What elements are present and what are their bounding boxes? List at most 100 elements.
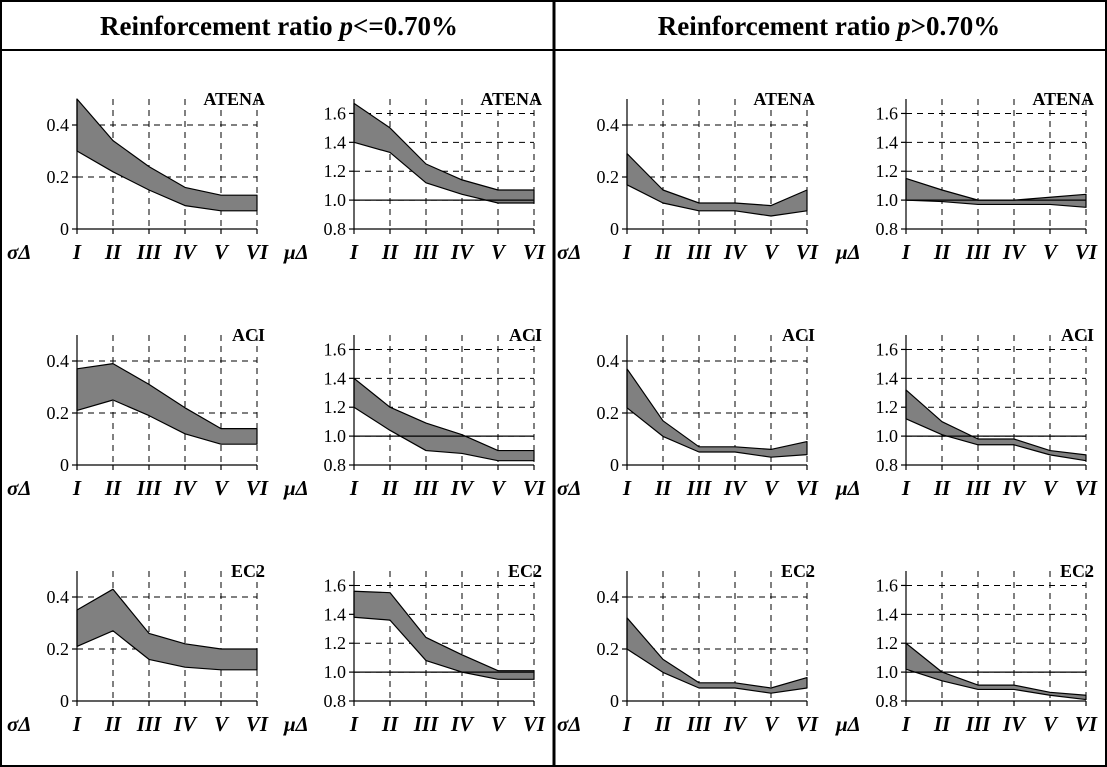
axis-symbol: μΔ: [283, 240, 309, 264]
y-tick-label: 0.8: [324, 455, 347, 475]
band-area: [626, 617, 808, 694]
axis-symbol: σΔ: [7, 712, 32, 736]
y-tick-label: 0.2: [47, 167, 70, 187]
axis-symbol: σΔ: [557, 712, 582, 736]
y-tick-label: 0.4: [47, 351, 70, 371]
panel-title: EC2: [508, 561, 542, 581]
header-right: Reinforcement ratio p>0.70%: [658, 11, 1001, 41]
y-tick-label: 1.6: [324, 575, 347, 595]
x-tick-label: II: [381, 240, 399, 264]
x-tick-label: I: [901, 476, 911, 500]
panel-title: ACI: [1061, 325, 1094, 345]
y-tick-label: 1.2: [324, 161, 347, 181]
x-tick-label: I: [72, 476, 82, 500]
x-tick-label: V: [214, 476, 230, 500]
y-tick-label: 1.0: [876, 426, 899, 446]
x-tick-label: III: [136, 712, 162, 736]
x-tick-label: II: [104, 712, 122, 736]
band-area: [626, 153, 808, 217]
x-tick-label: I: [349, 712, 359, 736]
panel-title: ATENA: [480, 89, 542, 109]
axis-symbol: σΔ: [7, 240, 32, 264]
x-tick-label: III: [965, 712, 991, 736]
x-tick-label: II: [104, 476, 122, 500]
x-tick-label: VI: [246, 240, 269, 264]
x-tick-label: V: [764, 712, 780, 736]
x-tick-label: II: [933, 712, 951, 736]
panel-title: ATENA: [203, 89, 265, 109]
band-area: [626, 368, 808, 458]
axis-symbol: σΔ: [557, 240, 582, 264]
y-tick-label: 1.2: [324, 397, 347, 417]
x-tick-label: I: [622, 240, 632, 264]
y-tick-label: 1.4: [876, 368, 899, 388]
y-tick-label: 0.2: [597, 403, 620, 423]
y-tick-label: 1.4: [876, 132, 899, 152]
x-tick-label: II: [381, 712, 399, 736]
panel-title: EC2: [231, 561, 265, 581]
x-tick-label: IV: [450, 476, 475, 500]
y-tick-label: 0.8: [324, 691, 347, 711]
x-tick-label: V: [1043, 240, 1059, 264]
x-tick-label: VI: [246, 476, 269, 500]
x-tick-label: IV: [723, 240, 748, 264]
y-tick-label: 1.0: [324, 190, 347, 210]
y-tick-label: 0.8: [324, 219, 347, 239]
x-tick-label: V: [1043, 476, 1059, 500]
panel-title: ACI: [782, 325, 815, 345]
x-tick-label: I: [349, 240, 359, 264]
x-tick-label: VI: [1075, 240, 1098, 264]
x-tick-label: IV: [1002, 712, 1027, 736]
axis-symbol: μΔ: [283, 712, 309, 736]
y-tick-label: 1.6: [324, 103, 347, 123]
y-tick-label: 0.4: [47, 587, 70, 607]
y-tick-label: 1.4: [324, 132, 347, 152]
x-tick-label: II: [933, 240, 951, 264]
y-tick-label: 0: [60, 219, 69, 239]
band-area: [76, 98, 258, 212]
x-tick-label: VI: [796, 476, 819, 500]
panel-title: ATENA: [753, 89, 815, 109]
x-tick-label: VI: [1075, 712, 1098, 736]
x-tick-label: VI: [796, 240, 819, 264]
x-tick-label: I: [72, 240, 82, 264]
y-tick-label: 0.2: [47, 403, 70, 423]
axis-symbol: μΔ: [835, 476, 861, 500]
y-tick-label: 0.8: [876, 691, 899, 711]
y-tick-label: 0: [610, 455, 619, 475]
x-tick-label: V: [1043, 712, 1059, 736]
y-tick-label: 1.6: [876, 575, 899, 595]
x-tick-label: III: [136, 240, 162, 264]
axis-symbol: μΔ: [283, 476, 309, 500]
x-tick-label: I: [72, 712, 82, 736]
band-area: [905, 177, 1087, 208]
x-tick-label: II: [104, 240, 122, 264]
y-tick-label: 1.2: [876, 161, 899, 181]
band-area: [76, 363, 258, 445]
x-tick-label: VI: [1075, 476, 1098, 500]
band-area: [353, 102, 535, 204]
y-tick-label: 0.4: [47, 115, 70, 135]
y-tick-label: 1.6: [876, 103, 899, 123]
x-tick-label: IV: [173, 712, 198, 736]
x-tick-label: II: [654, 476, 672, 500]
y-tick-label: 0: [60, 691, 69, 711]
axis-symbol: μΔ: [835, 712, 861, 736]
x-tick-label: IV: [173, 240, 198, 264]
x-tick-label: IV: [450, 712, 475, 736]
x-tick-label: I: [901, 712, 911, 736]
x-tick-label: III: [136, 476, 162, 500]
y-tick-label: 1.6: [324, 339, 347, 359]
y-tick-label: 0: [610, 219, 619, 239]
panel-title: ATENA: [1032, 89, 1094, 109]
x-tick-label: V: [764, 240, 780, 264]
x-tick-label: VI: [523, 712, 546, 736]
